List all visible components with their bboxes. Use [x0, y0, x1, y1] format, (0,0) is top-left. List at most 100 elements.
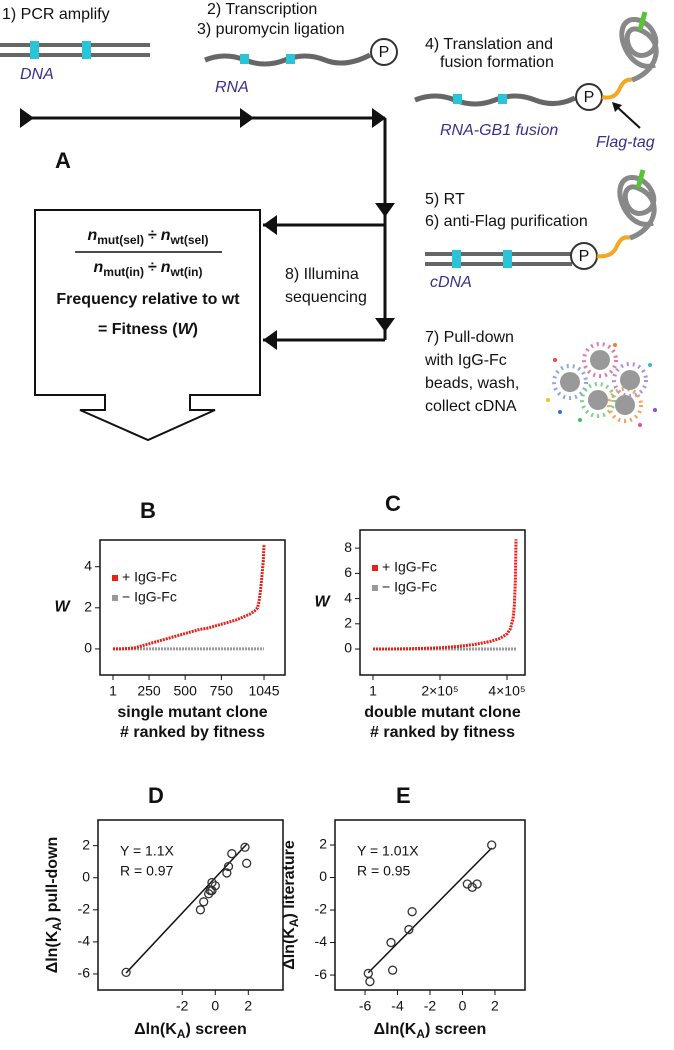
legend-label: + IgG-Fc — [122, 569, 177, 585]
protein — [619, 11, 659, 83]
point — [487, 840, 497, 850]
x-tick-label: 500 — [174, 683, 198, 699]
point — [121, 967, 131, 978]
x-tick-label: 2×10⁵ — [421, 683, 458, 699]
x-tick-label: -2 — [176, 998, 189, 1014]
formula-caption: Frequency relative to wt — [56, 291, 240, 308]
plot-frame — [359, 529, 526, 676]
dna-mark — [30, 41, 39, 59]
plot-frame — [99, 539, 286, 676]
plot-frame — [97, 819, 284, 991]
beads — [546, 342, 657, 427]
y-tick-label: 0 — [84, 640, 92, 656]
rna-mark — [240, 54, 249, 64]
rna-mark — [286, 54, 295, 64]
x-tick-label: -6 — [359, 998, 372, 1014]
point — [195, 905, 206, 915]
point — [363, 968, 373, 979]
x-tick-label: 1045 — [248, 683, 279, 699]
point — [223, 861, 234, 872]
point — [207, 885, 217, 896]
dna-mark — [82, 41, 91, 59]
rna-mark — [498, 94, 507, 104]
legend-label: + IgG-Fc — [382, 559, 437, 575]
y-tick-label: 2 — [344, 615, 352, 631]
fitness-box — [34, 209, 261, 442]
x-axis-label: # ranked by fitness — [120, 724, 265, 741]
workflow-lines — [20, 116, 387, 342]
annotation: Y = 1.01X — [357, 843, 419, 859]
legend-marker — [372, 585, 378, 591]
point — [387, 965, 398, 975]
dna-strand — [0, 43, 150, 57]
legend-label: − IgG-Fc — [382, 579, 437, 595]
x-axis-label: Δln(KA) screen — [374, 1021, 487, 1041]
annotation: R = 0.95 — [357, 863, 411, 879]
p-label: P — [584, 89, 595, 106]
x-tick-label: 0 — [459, 998, 467, 1014]
step-text: beads, wash, — [425, 375, 519, 392]
point — [242, 858, 252, 868]
step-text: fusion formation — [440, 54, 554, 71]
point — [467, 882, 477, 892]
x-tick-label: 0 — [211, 998, 219, 1014]
cdna-label: cDNA — [430, 274, 472, 291]
annotation: Y = 1.1X — [120, 843, 175, 859]
legend-marker — [372, 565, 378, 571]
y-tick-label: 0 — [319, 868, 327, 884]
point — [462, 879, 473, 889]
x-tick-label: 4×10⁵ — [488, 683, 525, 699]
cdna-strand — [425, 252, 572, 266]
flag-label: Flag-tag — [596, 134, 655, 151]
step-text: 7) Pull-down — [425, 329, 514, 346]
cdna-mark — [452, 250, 461, 268]
step-text: with IgG-Fc — [424, 352, 507, 369]
fit-line — [125, 843, 248, 974]
flag-arrow — [615, 105, 641, 129]
y-tick-label: 2 — [84, 599, 92, 615]
x-axis-label: single mutant clone — [117, 704, 267, 721]
x-tick-label: -4 — [391, 998, 404, 1014]
y-tick-label: 0 — [344, 640, 352, 656]
protein — [617, 169, 657, 241]
point — [199, 897, 209, 907]
step-text: 5) RT — [425, 191, 465, 208]
point — [386, 937, 396, 948]
y-tick-label: -4 — [78, 933, 91, 949]
dna-label: DNA — [20, 66, 54, 83]
rna-mark — [453, 94, 462, 104]
y-axis-label: Δln(KA) literature — [281, 840, 301, 970]
panel-label: E — [396, 783, 411, 808]
fit-line — [367, 847, 493, 974]
fitness-caption: = Fitness (W) — [98, 321, 198, 338]
step-text: 6) anti-Flag purification — [425, 213, 588, 230]
x-tick-label: 2 — [491, 998, 499, 1014]
legend-marker — [112, 595, 118, 601]
y-tick-label: -6 — [78, 965, 91, 981]
rna-strand — [414, 93, 577, 107]
y-axis-label: W — [54, 599, 71, 616]
step-text: 1) PCR amplify — [2, 6, 110, 23]
formula-denominator: nmut(in) ÷ nwt(in) — [94, 259, 203, 279]
y-tick-label: 2 — [319, 836, 327, 852]
point — [240, 842, 250, 852]
y-tick-label: 8 — [344, 539, 352, 555]
annotation: R = 0.97 — [120, 863, 174, 879]
x-tick-label: 1 — [109, 683, 117, 699]
arrowhead — [612, 102, 622, 112]
y-tick-label: -2 — [78, 901, 91, 917]
x-axis-label: Δln(KA) screen — [134, 1021, 247, 1041]
step-text: 8) Illumina — [285, 266, 359, 283]
series-line — [372, 539, 518, 651]
cdna-mark — [503, 250, 512, 268]
y-tick-label: 6 — [344, 564, 352, 580]
x-tick-label: -2 — [424, 998, 437, 1014]
p-label: P — [379, 44, 390, 61]
y-tick-label: 4 — [344, 589, 352, 605]
y-tick-label: -4 — [315, 933, 328, 949]
series-line — [113, 544, 266, 651]
y-axis-label: Δln(KA) pull-down — [44, 837, 64, 974]
step-text: sequencing — [285, 289, 367, 306]
rna-strand — [204, 52, 372, 67]
